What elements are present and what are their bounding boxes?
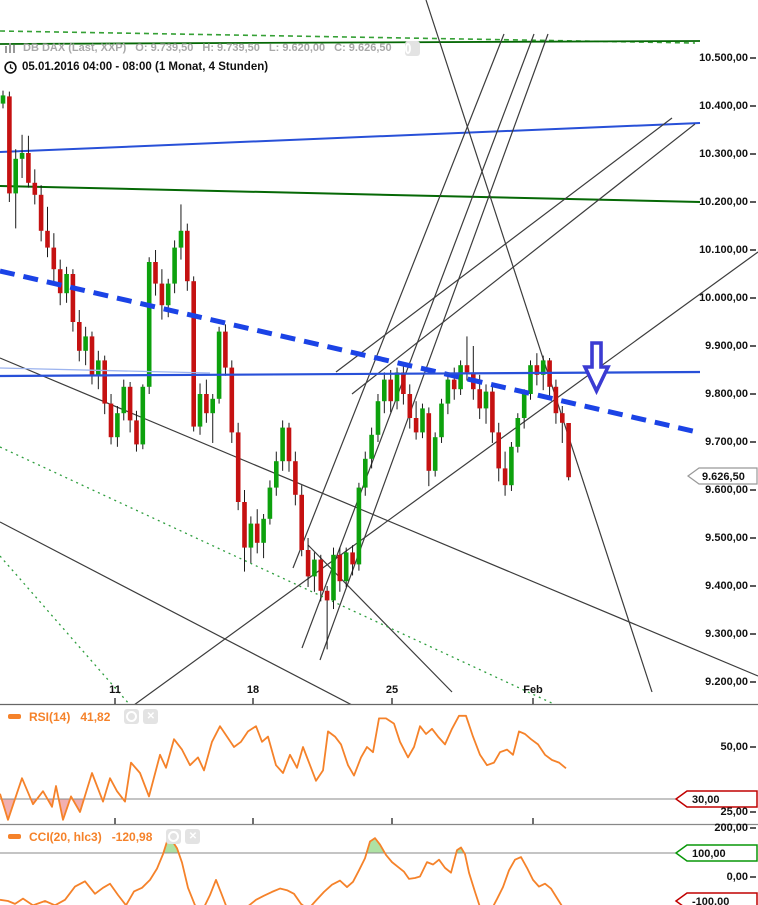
rsi-value: 41,82 [80, 709, 111, 724]
high-value: H: 9.739,50 [202, 42, 260, 54]
svg-text:30,00: 30,00 [692, 794, 720, 806]
candlestick-icon [5, 42, 15, 53]
price-axis-label: 9.800,00 [705, 388, 748, 400]
time-axis-label: 11 [109, 684, 121, 696]
svg-text:9.626,50: 9.626,50 [702, 471, 745, 483]
settings-circle-icon [126, 711, 138, 722]
price-axis-label: 9.700,00 [705, 436, 748, 448]
price-axis-label: 9.500,00 [705, 532, 748, 544]
svg-text:-100,00: -100,00 [692, 896, 729, 905]
price-axis-label: 10.300,00 [699, 148, 748, 160]
rsi-axis-label: 25,00 [720, 806, 748, 818]
price-axis-label: 9.400,00 [705, 580, 748, 592]
close-icon: ✕ [146, 710, 156, 722]
cci-settings-button[interactable] [166, 829, 182, 844]
symbol-title: DB DAX (Last, XXP) [23, 42, 127, 54]
price-axis-label: 9.600,00 [705, 484, 748, 496]
cci-axis-label: 0,00 [726, 871, 748, 883]
price-axis-label: 10.000,00 [699, 292, 748, 304]
axis-tag [674, 892, 758, 905]
svg-text:100,00: 100,00 [692, 848, 726, 860]
price-axis-label: 10.200,00 [699, 196, 748, 208]
cci-legend: CCI(20, hlc3) -120,98 ✕ [8, 829, 201, 844]
legend-settings-button[interactable] [404, 40, 420, 56]
price-axis-label: 10.100,00 [699, 244, 748, 256]
close-value: C: 9.626,50 [334, 42, 392, 54]
clock-icon [4, 60, 17, 74]
rsi-legend: RSI(14) 41,82 ✕ [8, 709, 159, 724]
chart-legend: DB DAX (Last, XXP) O: 9.739,50 H: 9.739,… [4, 40, 420, 56]
low-value: L: 9.620,00 [268, 42, 326, 54]
price-axis-label: 9.300,00 [705, 628, 748, 640]
time-axis-label: 25 [385, 684, 399, 696]
open-value: O: 9.739,50 [135, 42, 194, 54]
down-arrow-annotation [582, 341, 611, 396]
rsi-series-icon [8, 714, 21, 719]
cci-value: -120,98 [111, 829, 153, 844]
rsi-close-button[interactable]: ✕ [143, 709, 159, 724]
price-axis-label: 10.500,00 [699, 52, 748, 64]
rsi-label: RSI(14) [29, 709, 71, 724]
settings-circle-icon [404, 42, 411, 54]
price-axis-label: 9.900,00 [705, 340, 748, 352]
cci-axis-label: 200,00 [714, 822, 748, 834]
axis-tag [674, 790, 758, 808]
current-price-tag [686, 467, 758, 485]
close-icon: ✕ [188, 830, 198, 842]
cci-series-icon [8, 834, 21, 839]
time-axis-label: 18 [246, 684, 260, 696]
settings-circle-icon [168, 831, 180, 842]
timeframe-row: 05.01.2016 04:00 - 08:00 (1 Monat, 4 Stu… [4, 59, 268, 75]
cci-close-button[interactable]: ✕ [185, 829, 201, 844]
rsi-settings-button[interactable] [124, 709, 140, 724]
time-axis-label: Feb [523, 684, 543, 696]
price-axis-label: 9.200,00 [705, 676, 748, 688]
timeframe-label: 05.01.2016 04:00 - 08:00 (1 Monat, 4 Stu… [22, 61, 269, 73]
axis-tag [674, 844, 758, 862]
rsi-axis-label: 50,00 [720, 741, 748, 753]
price-axis-label: 10.400,00 [699, 100, 748, 112]
cci-label: CCI(20, hlc3) [29, 829, 102, 844]
